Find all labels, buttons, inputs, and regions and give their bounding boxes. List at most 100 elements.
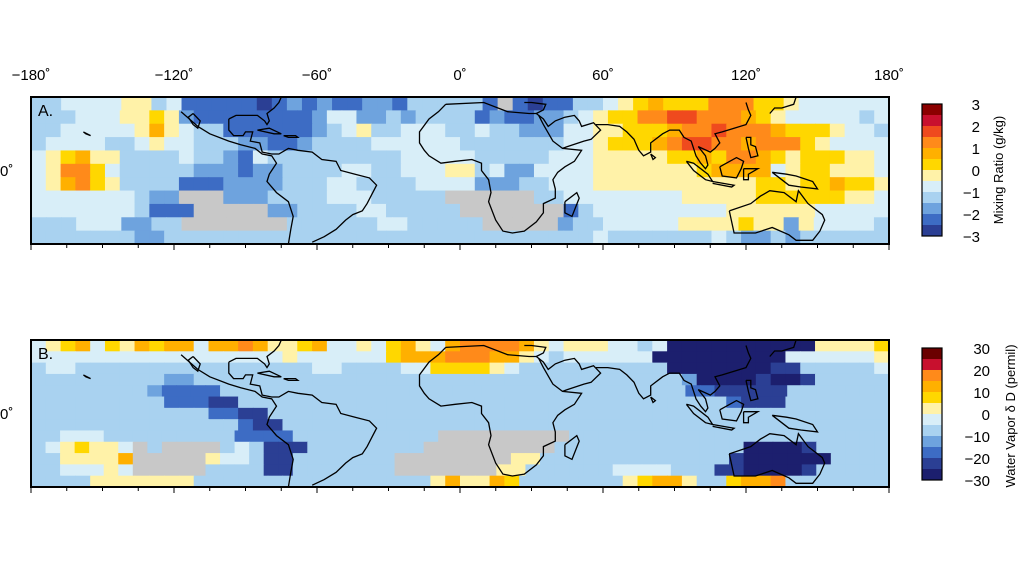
heatmap-cell bbox=[667, 475, 683, 488]
heatmap-cell bbox=[525, 385, 541, 398]
heatmap-cell bbox=[45, 362, 62, 375]
heatmap-cell bbox=[90, 373, 106, 386]
heatmap-cell bbox=[60, 190, 76, 205]
heatmap-cell bbox=[678, 97, 694, 111]
heatmap-cell bbox=[415, 396, 432, 409]
heatmap-cell bbox=[678, 217, 694, 232]
heatmap-cell bbox=[89, 430, 105, 443]
heatmap-cell bbox=[711, 150, 727, 165]
heatmap-cell bbox=[593, 351, 609, 364]
heatmap-cell bbox=[563, 475, 579, 488]
heatmap-cell bbox=[578, 150, 594, 165]
heatmap-cell bbox=[415, 230, 432, 245]
heatmap-cell bbox=[238, 362, 254, 375]
heatmap-cell bbox=[211, 97, 228, 111]
colorbar-swatch bbox=[922, 458, 942, 470]
heatmap-cell bbox=[223, 351, 239, 364]
heatmap-cell bbox=[149, 475, 165, 488]
heatmap-cell bbox=[400, 177, 417, 192]
heatmap-cell bbox=[829, 475, 846, 488]
heatmap-cell bbox=[815, 396, 831, 409]
heatmap-cell bbox=[474, 396, 491, 409]
heatmap-cell bbox=[652, 123, 668, 138]
heatmap-cell bbox=[341, 137, 358, 152]
heatmap-cell bbox=[525, 441, 541, 454]
heatmap-cell bbox=[607, 203, 624, 218]
heatmap-cell bbox=[282, 137, 298, 152]
heatmap-cell bbox=[400, 351, 417, 364]
heatmap-cell bbox=[90, 123, 106, 138]
heatmap-cell bbox=[267, 190, 284, 205]
heatmap-cell bbox=[696, 362, 713, 375]
heatmap-cell bbox=[371, 137, 387, 152]
heatmap-cell bbox=[622, 475, 639, 488]
heatmap-cell bbox=[90, 351, 106, 364]
heatmap-cell bbox=[267, 419, 284, 432]
heatmap-cell bbox=[164, 362, 180, 375]
heatmap-cell bbox=[785, 137, 801, 152]
heatmap-cell bbox=[238, 419, 254, 432]
heatmap-cell bbox=[371, 419, 387, 432]
heatmap-cell bbox=[711, 475, 727, 488]
heatmap-cell bbox=[176, 453, 192, 465]
heatmap-cell bbox=[208, 340, 224, 352]
heatmap-cell bbox=[563, 407, 579, 420]
heatmap-cell bbox=[489, 373, 505, 386]
heatmap-cell bbox=[873, 97, 890, 111]
heatmap-cell bbox=[234, 453, 250, 465]
heatmap-cell bbox=[519, 362, 535, 375]
colorbar-swatch bbox=[922, 425, 942, 437]
heatmap-cell bbox=[161, 430, 178, 443]
heatmap-cell bbox=[282, 150, 298, 165]
heatmap-cell bbox=[587, 97, 604, 111]
heatmap-cell bbox=[755, 407, 772, 420]
colorbar-a-ticks: 3 2 1 0 −1 −2 −3 bbox=[963, 97, 980, 246]
heatmap-cell bbox=[178, 340, 195, 352]
heatmap-cell bbox=[134, 362, 150, 375]
heatmap-cell bbox=[798, 97, 815, 111]
heatmap-cell bbox=[533, 419, 550, 432]
heatmap-cell bbox=[415, 373, 432, 386]
heatmap-cell bbox=[800, 190, 816, 205]
heatmap-cell bbox=[460, 150, 476, 165]
heatmap-cell bbox=[31, 385, 47, 398]
heatmap-cell bbox=[267, 373, 284, 386]
heatmap-cell bbox=[400, 123, 417, 138]
heatmap-cell bbox=[859, 351, 875, 364]
heatmap-cell bbox=[460, 123, 476, 138]
heatmap-cell bbox=[681, 419, 698, 432]
heatmap-cell bbox=[578, 123, 594, 138]
heatmap-cell bbox=[607, 373, 624, 386]
heatmap-cell bbox=[874, 340, 890, 352]
heatmap-cell bbox=[489, 177, 505, 192]
heatmap-cell bbox=[504, 110, 520, 125]
heatmap-cell bbox=[193, 110, 210, 125]
heatmap-cell bbox=[326, 373, 343, 386]
heatmap-cell bbox=[711, 396, 727, 409]
heatmap-cell bbox=[641, 464, 657, 477]
heatmap-cell bbox=[859, 407, 875, 420]
heatmap-cell bbox=[60, 163, 76, 178]
heatmap-cell bbox=[548, 203, 565, 218]
heatmap-cell bbox=[578, 407, 594, 420]
heatmap-cell bbox=[816, 441, 832, 454]
heatmap-cell bbox=[104, 190, 121, 205]
heatmap-cell bbox=[815, 203, 831, 218]
colorbar-a-tick: 0 bbox=[972, 163, 980, 180]
heatmap-cell bbox=[607, 396, 624, 409]
heatmap-cell bbox=[548, 351, 565, 364]
heatmap-cell bbox=[696, 230, 713, 245]
heatmap-cell bbox=[297, 419, 313, 432]
heatmap-cell bbox=[423, 441, 439, 454]
heatmap-cell bbox=[593, 163, 609, 178]
heatmap-cell bbox=[504, 396, 520, 409]
heatmap-cell bbox=[332, 97, 348, 111]
heatmap-cell bbox=[770, 137, 787, 152]
heatmap-cell bbox=[423, 464, 439, 477]
heatmap-cell bbox=[430, 475, 446, 488]
coastline bbox=[595, 345, 752, 413]
coastline bbox=[719, 156, 745, 179]
heatmap-cell bbox=[134, 351, 150, 364]
heatmap-cell bbox=[409, 385, 425, 398]
heatmap-cell bbox=[593, 203, 609, 218]
